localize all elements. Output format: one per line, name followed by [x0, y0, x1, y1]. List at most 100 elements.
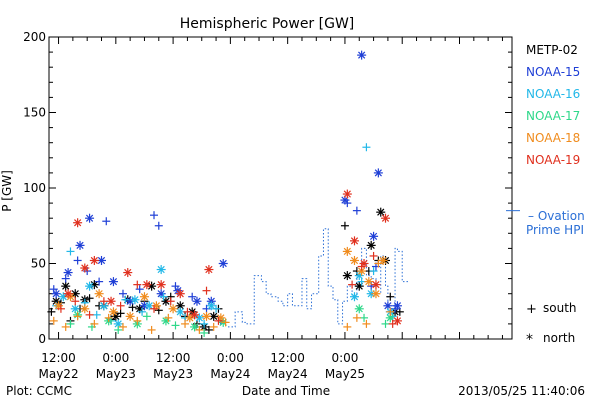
metop-south-point — [116, 309, 125, 318]
noaa15-south-point — [135, 285, 144, 294]
noaa18-north-point — [342, 246, 352, 256]
star-d2 — [207, 302, 215, 310]
star-d2 — [143, 281, 151, 289]
noaa15-north-point — [63, 268, 73, 278]
noaa18-north-point — [125, 311, 135, 321]
noaa18-north-point — [80, 304, 90, 314]
noaa15-north-point — [373, 168, 383, 178]
noaa16-south-point — [212, 304, 221, 313]
star-d2 — [386, 314, 394, 322]
noaa16-south-point — [121, 295, 130, 304]
star-d2 — [365, 277, 373, 286]
noaa19-north-point — [106, 296, 116, 306]
star-d2 — [54, 302, 63, 310]
star-d2 — [176, 290, 184, 298]
noaa16-north-point — [175, 307, 185, 317]
noaa15-south-point — [202, 304, 211, 313]
noaa16-north-point — [156, 265, 166, 275]
noaa19-south-point — [150, 304, 159, 313]
star-d2 — [350, 293, 359, 301]
noaa18-south-point — [195, 325, 204, 334]
y-tick-label: 50 — [31, 257, 46, 271]
noaa19-north-point — [190, 310, 200, 320]
star-d2 — [74, 219, 82, 227]
star-d2 — [52, 290, 60, 298]
noaa18-south-point — [49, 316, 58, 325]
star-d2 — [52, 297, 60, 305]
star-d2 — [190, 311, 199, 319]
x-tick-label-date: May24 — [210, 367, 250, 381]
x-tick-label-time: 0:00 — [102, 351, 129, 365]
star-d2 — [358, 267, 366, 275]
noaa15-north-point — [51, 289, 61, 299]
star-d2 — [176, 308, 184, 316]
noaa18-north-point — [349, 255, 359, 265]
star-d2 — [64, 290, 72, 298]
star-d2 — [355, 305, 363, 313]
noaa15-south-point — [352, 206, 361, 215]
noaa18-south-point — [209, 322, 218, 331]
noaa18-north-point — [139, 292, 149, 302]
star-d2 — [360, 259, 368, 268]
metop-north-point — [61, 281, 71, 291]
star-d2 — [219, 259, 227, 268]
star-d2 — [393, 317, 402, 325]
noaa19-north-point — [80, 263, 90, 273]
metop-south-point — [128, 303, 137, 312]
star-d2 — [367, 241, 375, 250]
satellite-legend: METP-02 NOAA-15 NOAA-16 NOAA-17 NOAA-18 NOAA-… — [526, 43, 580, 167]
noaa15-south-point — [154, 221, 163, 230]
star-d2 — [195, 314, 203, 322]
y-axis-label: P [GW] — [0, 170, 14, 212]
star-d2 — [205, 265, 213, 274]
star-d2 — [369, 232, 378, 240]
star-d2 — [85, 214, 94, 222]
x-tick-label-time: 0:00 — [331, 351, 358, 365]
star-d2 — [169, 305, 177, 313]
noaa19-north-point — [392, 316, 402, 326]
noaa19-south-point — [369, 251, 378, 260]
x-axis-label: Date and Time — [242, 384, 330, 398]
metop-north-point — [342, 271, 352, 281]
star-d2 — [202, 312, 211, 320]
star-d2 — [157, 290, 165, 298]
noaa17-south-point — [200, 328, 209, 337]
noaa19-south-point — [71, 297, 80, 306]
legend-entry-metop: METP-02 — [526, 43, 578, 57]
noaa16-south-point — [362, 143, 371, 152]
noaa15-north-point — [369, 231, 379, 241]
noaa18-south-point — [343, 322, 352, 331]
star-d2 — [131, 296, 139, 304]
satellite-markers — [47, 50, 404, 337]
noaa15-south-point — [95, 277, 104, 286]
legend-entry-noaa16: NOAA-16 — [526, 87, 580, 101]
star-d2 — [381, 214, 390, 222]
star-d2 — [157, 265, 165, 274]
noaa18-north-point — [168, 304, 178, 314]
ovation-prime-hpi-line — [227, 210, 520, 328]
star-d2 — [59, 293, 67, 301]
metop-north-point — [366, 240, 376, 250]
noaa16-south-point — [200, 319, 209, 328]
noaa18-south-point — [73, 312, 82, 321]
noaa16-north-point — [194, 313, 204, 323]
noaa17-north-point — [161, 316, 171, 326]
plot-frame — [48, 36, 513, 340]
ovation-trace — [227, 228, 410, 328]
star-d2 — [343, 271, 351, 280]
star-d2 — [343, 247, 351, 256]
noaa19-south-point — [214, 316, 223, 325]
noaa15-south-point — [118, 289, 127, 298]
y-tick-label: 200 — [23, 30, 46, 44]
x-tick-label-date: May23 — [153, 367, 193, 381]
noaa17-north-point — [354, 304, 364, 314]
chart-title: Hemispheric Power [GW] — [180, 16, 355, 32]
noaa19-north-point — [359, 259, 369, 268]
x-tick-label-date: May25 — [325, 367, 365, 381]
star-d2 — [393, 302, 402, 310]
noaa19-north-point — [342, 189, 352, 199]
noaa15-north-point — [218, 259, 228, 268]
star-d2 — [90, 281, 98, 289]
metop-south-point — [204, 325, 213, 334]
x-tick-label-date: May23 — [96, 367, 136, 381]
